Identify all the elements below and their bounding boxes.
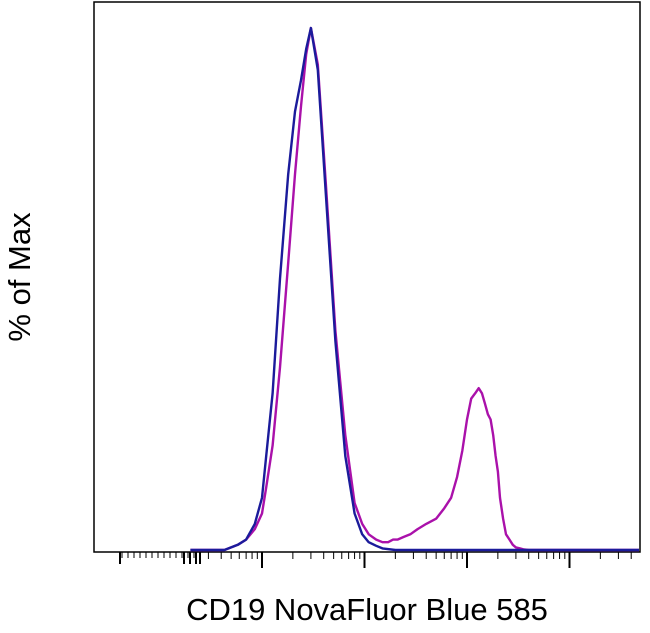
plot-frame	[93, 1, 641, 553]
series-line-1	[190, 26, 639, 552]
series-line-2	[190, 26, 639, 552]
series-lines	[190, 26, 639, 552]
y-axis-label: % of Max	[2, 212, 37, 342]
x-axis-ticks	[119, 552, 632, 568]
x-axis-label: CD19 NovaFluor Blue 585	[186, 592, 548, 627]
